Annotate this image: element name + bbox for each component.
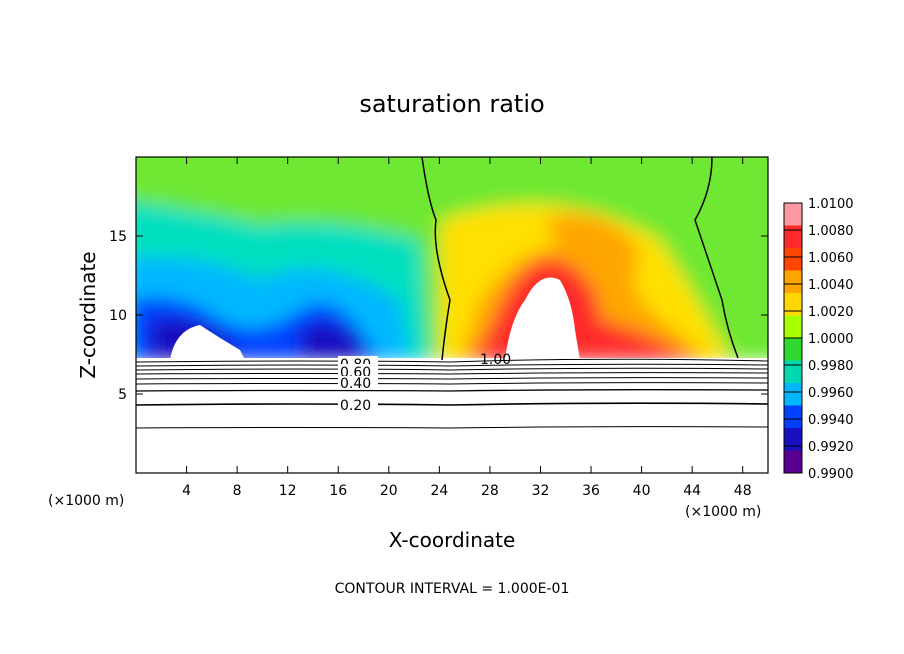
colorbar-swatch [784,383,802,406]
colorbar: 1.0100 1.0080 1.0060 1.0040 1.0020 1.0000 0.99… [783,197,854,482]
colorbar-swatch [784,360,802,384]
contour-line-1-00-left [421,157,451,361]
contour-label-0-20: 0.20 [340,398,371,414]
x-tick-label: 32 [532,483,550,499]
colorbar-swatch [784,225,802,249]
contour-label-1-00: 1.00 [480,352,511,368]
contour-line-1-00-right [694,157,739,359]
colorbar-label: 0.9900 [808,467,854,482]
y-axis-title: Z-coordinate [76,251,100,378]
x-axis-title: X-coordinate [389,528,516,552]
y-tick-label: 5 [118,387,127,403]
colorbar-label: 1.0040 [808,278,854,293]
colorbar-label: 0.9920 [808,440,854,455]
colorbar-swatch [784,270,802,294]
colorbar-swatch [784,405,802,429]
colorbar-swatch [784,428,802,451]
x-tick-label: 48 [734,483,752,499]
x-tick-label: 36 [582,483,600,499]
x-tick-label: 24 [430,483,448,499]
chart-title: saturation ratio [359,90,544,118]
colorbar-label: 1.0000 [808,332,854,347]
colorbar-label: 0.9960 [808,386,854,401]
colorbar-swatch [784,450,802,474]
y-tick-label: 15 [109,229,127,245]
colorbar-label: 1.0100 [808,197,854,212]
x-axis: 4 8 12 16 20 24 28 32 36 40 44 48 [182,157,752,499]
colorbar-label: 0.9940 [808,413,854,428]
colorbar-label: 1.0080 [808,224,854,239]
x-tick-label: 16 [329,483,347,499]
colorbar-swatch [784,293,802,316]
colorbar-label: 0.9980 [808,359,854,374]
colorbar-swatch [784,338,802,361]
colorbar-swatch [784,203,802,226]
contour-labels: 0.80 0.60 0.40 0.20 1.00 [338,352,511,414]
colorbar-swatch [784,248,802,271]
x-unit-label-left: (×1000 m) [48,493,124,509]
contour-label-0-40: 0.40 [340,376,371,392]
x-tick-label: 40 [633,483,651,499]
x-tick-label: 28 [481,483,499,499]
heatmap-field [136,157,768,360]
x-tick-label: 8 [233,483,242,499]
colorbar-swatch [784,315,802,339]
colorbar-label: 1.0020 [808,305,854,320]
x-tick-label: 12 [279,483,297,499]
contour-interval-note: CONTOUR INTERVAL = 1.000E-01 [335,581,570,597]
y-axis: 5 10 15 [109,229,768,403]
plot-area: 0.80 0.60 0.40 0.20 1.00 [136,157,768,473]
x-unit-label-right: (×1000 m) [685,504,761,520]
x-tick-label: 4 [182,483,191,499]
colorbar-label: 1.0060 [808,251,854,266]
contour-lines-lower [136,358,768,429]
x-tick-label: 44 [683,483,701,499]
y-tick-label: 10 [109,308,127,324]
x-tick-label: 20 [380,483,398,499]
